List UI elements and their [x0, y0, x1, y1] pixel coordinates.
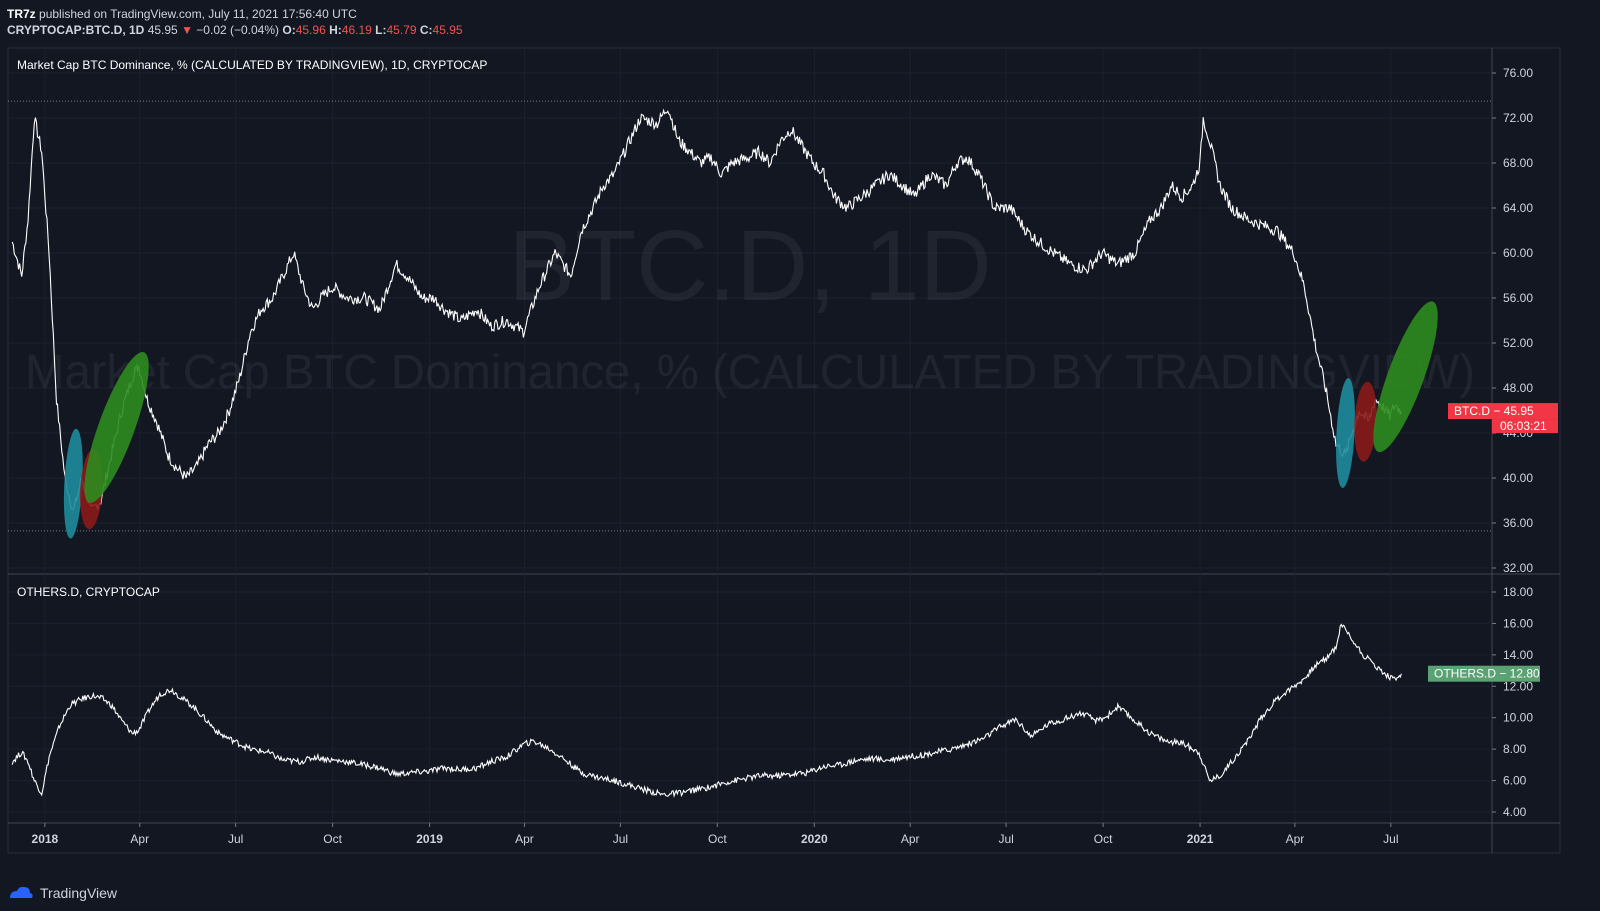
x-tick-label: Jul	[613, 832, 628, 846]
y-tick-label: 18.00	[1503, 585, 1533, 599]
low-label: L:	[375, 23, 387, 37]
last-value-badge	[1448, 403, 1558, 420]
y-tick-label: 68.00	[1503, 156, 1533, 170]
y-tick-label: 48.00	[1503, 381, 1533, 395]
footer: TradingView	[8, 885, 117, 901]
x-tick-label: Apr	[901, 832, 920, 846]
x-tick-label: 2020	[801, 832, 828, 846]
green-ellipse-annotation[interactable]	[72, 346, 161, 509]
price-change: −0.02 (−0.04%)	[196, 23, 280, 37]
chart-header: TR7z published on TradingView.com, July …	[7, 6, 463, 38]
open-value: 45.96	[295, 23, 326, 37]
x-tick-label: Oct	[708, 832, 727, 846]
publish-info: published on TradingView.com, July 11, 2…	[39, 7, 357, 21]
cyan-ellipse-annotation[interactable]	[1334, 378, 1358, 489]
x-tick-label: Apr	[1286, 832, 1305, 846]
low-value: 45.79	[386, 23, 417, 37]
close-label: C:	[419, 23, 433, 37]
y-tick-label: 8.00	[1503, 742, 1527, 756]
red-ellipse-annotation[interactable]	[1352, 381, 1378, 462]
watermark-symbol: BTC.D, 1D	[508, 210, 991, 322]
series-line	[11, 623, 1402, 799]
last-value-badge	[1428, 665, 1540, 682]
y-tick-label: 40.00	[1503, 471, 1533, 485]
countdown-badge	[1492, 419, 1558, 434]
tradingview-brand[interactable]: TradingView	[40, 885, 118, 901]
pane-title: Market Cap BTC Dominance, % (CALCULATED …	[17, 58, 487, 72]
tradingview-logo-icon[interactable]	[8, 885, 34, 901]
x-tick-label: Jul	[998, 832, 1013, 846]
y-tick-label: 6.00	[1503, 774, 1527, 788]
y-tick-label: 64.00	[1503, 201, 1533, 215]
down-arrow-icon: ▼	[181, 23, 193, 37]
y-tick-label: 52.00	[1503, 336, 1533, 350]
x-tick-label: Oct	[1094, 832, 1113, 846]
cyan-ellipse-annotation[interactable]	[61, 428, 85, 539]
y-tick-label: 16.00	[1503, 616, 1533, 630]
high-value: 46.19	[341, 23, 372, 37]
y-tick-label: 72.00	[1503, 111, 1533, 125]
x-tick-label: 2018	[32, 832, 59, 846]
publisher-name[interactable]: TR7z	[7, 7, 36, 21]
countdown-label: 06:03:21	[1500, 419, 1547, 433]
last-value-label: BTC.D − 45.95	[1454, 404, 1534, 418]
watermark-name: Market Cap BTC Dominance, % (CALCULATED …	[25, 346, 1475, 399]
chart-frame	[7, 47, 1561, 854]
x-tick-label: Jul	[228, 832, 243, 846]
last-value-label: OTHERS.D − 12.80	[1434, 667, 1540, 681]
open-label: O:	[282, 23, 296, 37]
x-tick-label: 2019	[416, 832, 443, 846]
y-tick-label: 4.00	[1503, 805, 1527, 819]
y-tick-label: 36.00	[1503, 516, 1533, 530]
y-tick-label: 76.00	[1503, 66, 1533, 80]
pane-title: OTHERS.D, CRYPTOCAP	[17, 585, 160, 599]
quote-line: CRYPTOCAP:BTC.D, 1D 45.95 ▼ −0.02 (−0.04…	[7, 22, 463, 38]
y-tick-label: 56.00	[1503, 291, 1533, 305]
x-tick-label: Apr	[130, 832, 149, 846]
y-tick-label: 60.00	[1503, 246, 1533, 260]
x-tick-label: Apr	[515, 832, 534, 846]
x-tick-label: Jul	[1383, 832, 1398, 846]
green-ellipse-annotation[interactable]	[1361, 295, 1450, 458]
y-tick-label: 14.00	[1503, 648, 1533, 662]
x-tick-label: 2021	[1187, 832, 1214, 846]
series-line	[11, 108, 1402, 511]
y-tick-label: 32.00	[1503, 561, 1533, 575]
x-tick-label: Oct	[323, 832, 342, 846]
close-value: 45.95	[432, 23, 463, 37]
high-label: H:	[329, 23, 342, 37]
publish-line: TR7z published on TradingView.com, July …	[7, 6, 463, 22]
symbol-label[interactable]: CRYPTOCAP:BTC.D, 1D	[7, 23, 145, 37]
last-price: 45.95	[147, 23, 178, 37]
y-tick-label: 12.00	[1503, 679, 1533, 693]
y-tick-label: 10.00	[1503, 711, 1533, 725]
